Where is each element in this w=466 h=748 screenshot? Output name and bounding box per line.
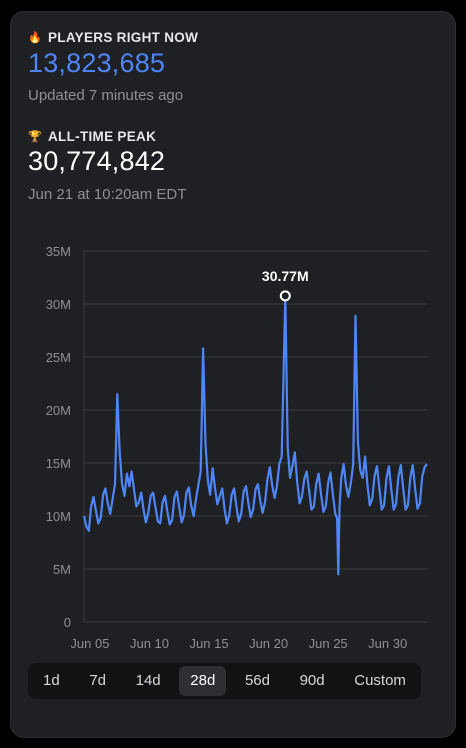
live-players-label-text: PLAYERS RIGHT NOW [48,30,199,45]
x-tick-label: Jun 05 [70,636,109,651]
x-tick-label: Jun 15 [190,636,229,651]
range-option-14d[interactable]: 14d [135,672,161,689]
range-option-90d[interactable]: 90d [299,672,325,689]
all-time-peak-date: Jun 21 at 10:20am EDT [28,186,187,203]
y-tick-label: 10M [46,509,71,524]
all-time-peak-value: 30,774,842 [28,146,166,176]
y-tick-label: 20M [46,403,71,418]
time-range-selector: 1d 7d 14d 28d 56d 90d Custom [28,663,421,699]
trophy-icon: 🏆 [28,131,42,143]
series-line [82,294,428,576]
range-option-56d[interactable]: 56d [244,672,270,689]
x-tick-label: Jun 20 [249,636,288,651]
all-time-peak-label: 🏆 ALL-TIME PEAK [28,129,156,144]
live-players-label: 🔥 PLAYERS RIGHT NOW [28,30,198,45]
peak-label: 30.77M [262,268,309,284]
y-tick-label: 0 [64,615,71,630]
y-tick-label: 25M [46,350,71,365]
x-tick-label: Jun 10 [130,636,169,651]
range-option-28d[interactable]: 28d [179,666,227,696]
y-tick-label: 5M [53,562,71,577]
range-option-7d[interactable]: 7d [89,672,106,689]
live-players-value: 13,823,685 [28,48,166,78]
peak-marker [279,290,291,302]
player-count-chart[interactable]: 0 5M 10M 15M 20M 25M 30M 35M Jun 05 Jun 10 Jun 15 J… [0,0,466,660]
range-option-1d[interactable]: 1d [43,672,60,689]
y-tick-label: 30M [46,297,71,312]
x-tick-label: Jun 30 [368,636,407,651]
updated-timestamp: Updated 7 minutes ago [28,87,184,104]
range-option-custom[interactable]: Custom [354,672,406,689]
all-time-peak-label-text: ALL-TIME PEAK [48,129,157,144]
x-tick-label: Jun 25 [309,636,348,651]
y-tick-label: 35M [46,244,71,259]
fire-icon: 🔥 [28,32,42,44]
y-tick-label: 15M [46,456,71,471]
